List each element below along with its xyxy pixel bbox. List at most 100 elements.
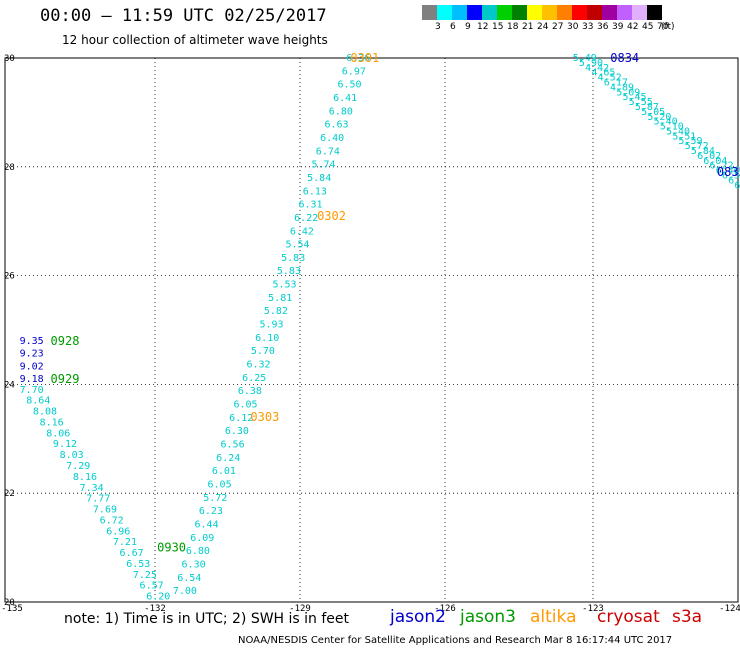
data-point-label: 5.40 (666, 126, 690, 137)
data-point-label: 7.34 (80, 483, 104, 494)
data-point-label: 6.57 (140, 581, 164, 592)
satellite-legend-s3a: s3a (672, 607, 703, 627)
data-point-label: 6.31 (298, 200, 322, 211)
chart-title: 00:00 – 11:59 UTC 02/25/2017 (40, 6, 327, 26)
data-point-label: 6.17 (604, 77, 628, 88)
data-point-label: 8.64 (26, 396, 50, 407)
data-point-label: 5.70 (251, 346, 275, 357)
time-annotation: 0303 (250, 410, 279, 424)
data-point-label: 6.40 (320, 133, 344, 144)
data-point-label: 6.24 (216, 453, 240, 464)
data-point-label: 5.59 (678, 136, 702, 147)
scale-label: 3 (435, 22, 441, 32)
y-tick-label: 20 (4, 598, 15, 608)
scale-swatch (482, 5, 497, 20)
data-point-label: 4.89 (610, 82, 634, 93)
data-point-label: 5.10 (660, 122, 684, 133)
data-point-label: 6.38 (238, 386, 262, 397)
data-point-label: 5.93 (259, 320, 283, 331)
x-tick-label: -135 (1, 604, 23, 614)
time-annotation: 0301 (350, 51, 379, 65)
scale-label: 70 (657, 22, 669, 32)
data-point-label: 6.56 (221, 440, 245, 451)
scale-label: 36 (597, 22, 609, 32)
data-point-label: 6.53 (126, 559, 150, 570)
data-point-label: 8.06 (46, 428, 70, 439)
y-tick-label: 22 (4, 489, 15, 499)
data-point-label: 6.44 (195, 519, 219, 530)
x-tick-label: -124 (719, 604, 740, 614)
y-tick-label: 28 (4, 163, 15, 173)
time-annotation: 0929 (51, 372, 80, 386)
data-point-label: 6.22 (710, 161, 734, 172)
data-point-label: 4.52 (598, 73, 622, 84)
time-annotation: 0835 (717, 165, 740, 179)
data-point-label: 5.84 (307, 173, 331, 184)
data-point-label: 6.02 (697, 151, 721, 162)
scale-swatch (437, 5, 452, 20)
data-point-label: 9.02 (20, 361, 44, 372)
data-point-label: 6.05 (208, 479, 232, 490)
data-point-label: 5.83 (281, 253, 305, 264)
data-point-label: 6.42 (290, 226, 314, 237)
data-point-label: 6.72 (100, 515, 124, 526)
scale-swatch (647, 5, 662, 20)
data-point-label: 6.41 (333, 93, 357, 104)
satellite-legend-cryosat: cryosat (597, 607, 660, 627)
data-point-label: 6.30 (182, 559, 206, 570)
data-point-label: 5.72 (203, 493, 227, 504)
data-point-label: 6.63 (324, 120, 348, 131)
data-point-label: 6.80 (329, 106, 353, 117)
data-point-label: 5.81 (268, 293, 292, 304)
data-point-label: 9.23 (20, 349, 44, 360)
data-point-label: 6.16 (728, 175, 740, 186)
data-point-label: 5.54 (285, 240, 309, 251)
x-tick-label: -129 (289, 604, 311, 614)
scale-label: 45 (642, 22, 654, 32)
scale-label: 39 (612, 22, 624, 32)
scale-label: 6 (450, 22, 456, 32)
scale-swatch (497, 5, 512, 20)
x-tick-label: -126 (434, 604, 456, 614)
data-point-label: 6.22 (294, 213, 318, 224)
data-point-label: 9.18 (20, 374, 44, 385)
data-point-label: 4.65 (591, 68, 615, 79)
scale-swatch (632, 5, 647, 20)
data-point-label: 4.42 (585, 63, 609, 74)
data-point-label: 6.46 (716, 166, 740, 177)
data-point-label: 6.50 (337, 80, 361, 91)
scale-label: 12 (477, 22, 489, 32)
scale-label: 24 (537, 22, 549, 32)
data-point-label: 8.03 (60, 450, 84, 461)
scale-label: 21 (522, 22, 534, 32)
data-point-label: 7.69 (93, 505, 117, 516)
data-point-label: 5.87 (635, 102, 659, 113)
footer-note: note: 1) Time is in UTC; 2) SWH is in fe… (64, 611, 350, 627)
data-point-label: 5.74 (311, 160, 335, 171)
data-point-label: 5.83 (277, 266, 301, 277)
data-point-label: 7.70 (20, 385, 44, 396)
data-point-label: 6.01 (212, 466, 236, 477)
data-point-label: 6.32 (247, 360, 271, 371)
data-point-label: 5.40 (654, 117, 678, 128)
time-annotation: 0834 (610, 51, 639, 65)
satellite-legend-jason2: jason2 (390, 607, 446, 627)
scale-swatch (557, 5, 572, 20)
data-point-label: 5.90 (579, 58, 603, 69)
data-point-label: 7.21 (113, 537, 137, 548)
data-point-label: 6.97 (342, 66, 366, 77)
scale-label: 9 (465, 22, 471, 32)
data-point-label: 9.35 (20, 336, 44, 347)
data-point-label: 6.05 (234, 400, 258, 411)
y-tick-label: 26 (4, 272, 15, 282)
data-point-label: 6.25 (242, 373, 266, 384)
scale-swatch (512, 5, 527, 20)
scale-label: 42 (627, 22, 639, 32)
scale-swatch (467, 5, 482, 20)
scale-label: 27 (552, 22, 564, 32)
data-point-label: 7.77 (86, 494, 110, 505)
data-point-label: 6.54 (177, 573, 201, 584)
data-point-label: 5.05 (641, 107, 665, 118)
data-point-label: 8.16 (40, 417, 64, 428)
data-point-label: 5.45 (622, 92, 646, 103)
